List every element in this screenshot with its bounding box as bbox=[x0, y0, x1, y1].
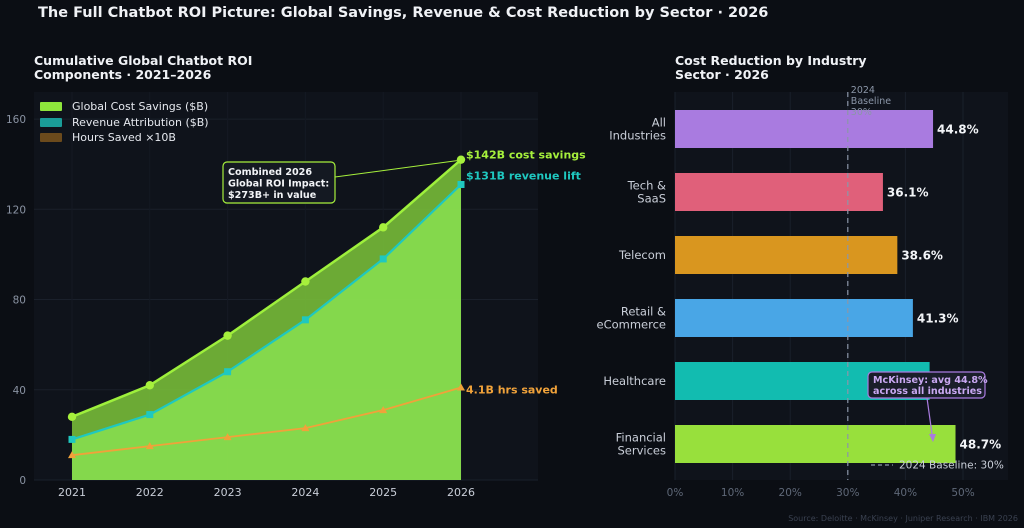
x-tick-label: 50% bbox=[951, 487, 974, 499]
revenue-area bbox=[72, 184, 461, 480]
revenue-point bbox=[68, 435, 76, 443]
legend-item-savings: Global Cost Savings ($B) bbox=[40, 99, 209, 115]
industry-bar bbox=[675, 299, 913, 337]
mckinsey-pointer-head bbox=[929, 434, 936, 442]
revenue-point bbox=[379, 255, 387, 263]
revenue-point bbox=[146, 411, 154, 419]
revenue-point bbox=[457, 180, 465, 188]
x-tick-label: 2025 bbox=[369, 486, 397, 499]
legend-item-hours: Hours Saved ×10B bbox=[40, 130, 209, 146]
revenue-line bbox=[71, 183, 462, 441]
baseline-top-label: 2024 bbox=[851, 85, 875, 96]
source-note: Source: Deloitte · McKinsey · Juniper Re… bbox=[788, 514, 1018, 523]
category-label: Services bbox=[618, 444, 667, 458]
mckinsey-pointer bbox=[926, 397, 934, 442]
category-label: Tech & bbox=[627, 179, 666, 193]
annotation-line: Combined 2026 bbox=[228, 167, 312, 178]
industry-bar bbox=[675, 236, 898, 274]
category-label: Industries bbox=[609, 129, 666, 143]
legend-item-revenue: Revenue Attribution ($B) bbox=[40, 115, 209, 131]
y-tick-label: 120 bbox=[6, 204, 26, 216]
page-title: The Full Chatbot ROI Picture: Global Sav… bbox=[38, 5, 769, 21]
y-tick-label: 0 bbox=[19, 475, 26, 487]
bar-value-label: 48.7% bbox=[960, 438, 1002, 452]
right-chart-title: Cost Reduction by Industry Sector · 2026 bbox=[675, 54, 867, 82]
hours-point bbox=[223, 433, 232, 441]
category-label: Telecom bbox=[618, 248, 666, 262]
x-tick-label: 2023 bbox=[214, 486, 242, 499]
annotation-box bbox=[222, 161, 336, 204]
legend-swatch-savings bbox=[40, 102, 62, 112]
bar-value-label: 36.1% bbox=[887, 186, 929, 200]
industry-bar bbox=[675, 110, 934, 148]
x-tick-label: 2024 bbox=[291, 486, 319, 499]
x-tick-label: 0% bbox=[667, 487, 684, 499]
category-label: Financial bbox=[616, 431, 666, 445]
legend-swatch-revenue bbox=[40, 117, 62, 127]
savings-point bbox=[67, 412, 77, 422]
x-tick-label: 2026 bbox=[447, 486, 475, 499]
baseline-legend-label: 2024 Baseline: 30% bbox=[899, 460, 1004, 472]
category-label: eCommerce bbox=[597, 318, 667, 332]
x-tick-label: 30% bbox=[836, 487, 859, 499]
savings-line bbox=[71, 158, 462, 418]
legend-label-hours: Hours Saved ×10B bbox=[72, 131, 176, 145]
left-chart-title-line-2: Components · 2021–2026 bbox=[34, 67, 212, 82]
bar-value-label: 41.3% bbox=[917, 312, 959, 326]
x-tick-label: 10% bbox=[721, 487, 744, 499]
y-tick-label: 160 bbox=[6, 114, 26, 126]
industry-bar bbox=[675, 425, 956, 463]
legend-swatch-hours bbox=[40, 133, 62, 143]
baseline-top-label: 30% bbox=[851, 107, 872, 118]
savings-point bbox=[223, 331, 232, 340]
category-label: All bbox=[652, 116, 666, 130]
hours-point bbox=[301, 424, 310, 432]
revenue-point bbox=[224, 368, 232, 376]
category-label: SaaS bbox=[637, 192, 666, 206]
hours-end-label: 4.1B hrs saved bbox=[466, 384, 558, 397]
right-chart-title-line-1: Cost Reduction by Industry bbox=[675, 53, 867, 68]
y-tick-label: 80 bbox=[13, 295, 26, 307]
bar-value-label: 38.6% bbox=[901, 249, 943, 263]
roi-legend: Global Cost Savings ($B) Revenue Attribu… bbox=[40, 99, 209, 146]
left-chart-title-line-1: Cumulative Global Chatbot ROI bbox=[34, 53, 253, 68]
hours-point bbox=[379, 406, 388, 414]
annotation-line: $273B+ in value bbox=[228, 190, 317, 201]
annotation-line: Global ROI Impact: bbox=[228, 179, 329, 190]
hours-point bbox=[145, 442, 154, 450]
savings-point bbox=[379, 223, 388, 232]
mckinsey-annotation-box bbox=[867, 371, 986, 399]
savings-band-area bbox=[72, 159, 461, 440]
left-chart-title: Cumulative Global Chatbot ROI Components… bbox=[34, 54, 252, 82]
revenue-end-label: $131B revenue lift bbox=[466, 169, 581, 182]
savings-point bbox=[301, 277, 310, 286]
mckinsey-annotation-line: McKinsey: avg 44.8% bbox=[873, 375, 988, 386]
revenue-point bbox=[301, 316, 309, 324]
savings-point bbox=[145, 381, 154, 390]
x-tick-label: 2021 bbox=[58, 486, 86, 499]
hours-point bbox=[457, 383, 465, 391]
right-chart-title-line-2: Sector · 2026 bbox=[675, 67, 769, 82]
hours-line bbox=[71, 386, 462, 457]
x-tick-label: 40% bbox=[894, 487, 917, 499]
baseline-top-label: Baseline bbox=[851, 96, 891, 107]
hours-point bbox=[68, 451, 76, 459]
savings-end-label: $142B cost savings bbox=[466, 149, 586, 162]
annotation-pointer bbox=[334, 160, 458, 178]
x-tick-label: 20% bbox=[779, 487, 802, 499]
legend-label-savings: Global Cost Savings ($B) bbox=[72, 100, 209, 114]
category-label: Healthcare bbox=[603, 374, 666, 388]
category-label: Retail & bbox=[621, 305, 666, 319]
bar-value-label: 44.8% bbox=[937, 123, 979, 137]
mckinsey-annotation-line: across all industries bbox=[873, 386, 982, 397]
y-tick-label: 40 bbox=[13, 385, 26, 397]
x-tick-label: 2022 bbox=[136, 486, 164, 499]
bar-plot-area bbox=[675, 92, 1008, 480]
legend-label-revenue: Revenue Attribution ($B) bbox=[72, 115, 209, 129]
savings-point bbox=[456, 155, 466, 164]
industry-bar bbox=[675, 173, 883, 211]
